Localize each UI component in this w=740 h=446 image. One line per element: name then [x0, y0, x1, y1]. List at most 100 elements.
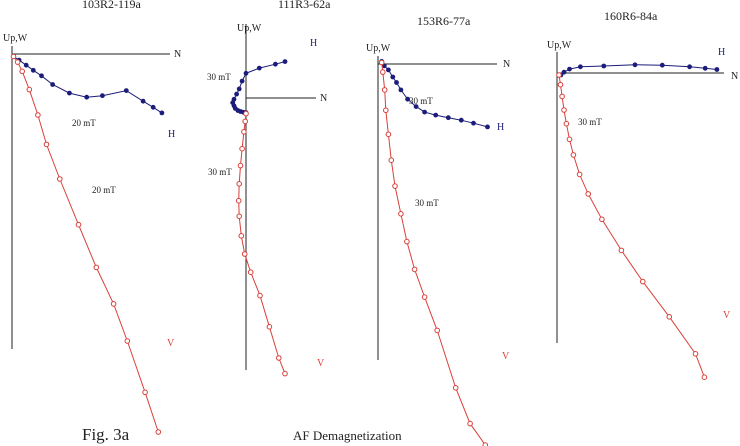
h-point: [256, 65, 262, 71]
up-w-label: Up,W: [547, 40, 572, 51]
figure-caption: Fig. 3a: [82, 425, 130, 444]
h-point: [433, 112, 439, 118]
h-point: [273, 61, 278, 67]
v-point: [243, 110, 249, 117]
step-annotation: 20 mT: [92, 185, 116, 195]
h-point: [714, 67, 720, 72]
h-point: [413, 104, 419, 109]
h-point: [50, 82, 55, 87]
v-point: [556, 72, 562, 78]
v-point: [557, 81, 564, 88]
step-annotation: 30 mT: [415, 198, 439, 208]
h-point: [23, 62, 29, 68]
v-point: [93, 264, 100, 271]
v-point: [404, 238, 410, 245]
step-annotation: 20 mT: [72, 118, 96, 128]
v-point: [282, 370, 288, 377]
h-point: [601, 63, 607, 69]
h-point: [30, 67, 36, 73]
h-point: [567, 66, 572, 72]
up-w-label: Up,W: [366, 43, 391, 54]
h-point: [398, 87, 404, 93]
h-point: [458, 117, 464, 123]
h-point: [659, 62, 665, 68]
h-series-label: H: [310, 38, 317, 49]
v-series-label: V: [723, 310, 731, 321]
v-point: [276, 355, 282, 361]
v-point: [599, 216, 605, 223]
v-point: [385, 131, 392, 138]
v-point: [666, 314, 673, 320]
h-point: [159, 110, 165, 116]
panel-title: 103R2-119a: [82, 0, 142, 11]
h-point: [236, 86, 242, 92]
h-point: [422, 109, 427, 115]
h-series-label: H: [168, 129, 175, 140]
up-w-label: Up,W: [237, 23, 262, 34]
v-point: [257, 292, 263, 299]
h-point: [100, 93, 105, 99]
v-point: [392, 183, 398, 189]
n-label: N: [320, 93, 327, 104]
v-point: [378, 59, 385, 66]
v-point: [585, 191, 592, 197]
step-annotation: 30 mT: [208, 167, 232, 177]
v-point: [43, 141, 50, 148]
v-point: [35, 112, 41, 118]
h-point: [561, 69, 567, 75]
v-point: [10, 53, 17, 60]
v-point: [561, 107, 567, 113]
v-series-label: V: [502, 351, 510, 362]
v-series-label: V: [167, 338, 175, 349]
horizontal-projection-line: [13, 56, 163, 114]
v-point: [247, 269, 254, 276]
v-point: [26, 86, 33, 93]
vertical-projection-line: [13, 56, 159, 433]
v-point: [576, 171, 583, 178]
h-point: [390, 74, 396, 80]
v-point: [692, 351, 699, 357]
v-point: [618, 247, 625, 254]
h-point: [84, 94, 90, 100]
h-point: [243, 70, 249, 76]
v-point: [381, 87, 388, 93]
h-series-label: H: [718, 47, 725, 58]
v-point: [701, 374, 708, 381]
h-point: [445, 115, 451, 121]
v-point: [383, 107, 389, 114]
h-point: [578, 64, 583, 70]
h-point: [67, 90, 72, 96]
h-point: [632, 62, 638, 68]
v-point: [640, 278, 646, 285]
panel-title: 160R6-84a: [604, 9, 658, 23]
v-series-label: V: [317, 358, 325, 369]
v-point: [14, 59, 21, 65]
h-point: [150, 104, 156, 110]
n-label: N: [174, 49, 181, 60]
h-point: [123, 88, 129, 93]
h-series-label: H: [497, 122, 504, 133]
h-point: [282, 59, 288, 64]
h-point: [687, 64, 692, 70]
v-point: [238, 233, 245, 239]
v-point: [110, 301, 117, 307]
v-point: [566, 136, 573, 143]
n-label: N: [731, 71, 738, 82]
panel-4: 160R6-84a Up,W N 30 mT H V: [547, 9, 738, 381]
v-point: [570, 152, 577, 158]
figure-subtitle: AF Demagnetization: [293, 428, 402, 443]
up-w-label: Up,W: [3, 33, 28, 44]
v-point: [421, 294, 428, 300]
h-point: [405, 96, 410, 102]
v-point: [237, 162, 244, 169]
v-point: [19, 68, 26, 75]
v-point: [482, 442, 489, 446]
v-point: [142, 389, 148, 396]
v-point: [239, 145, 245, 152]
v-point: [155, 429, 162, 435]
v-point: [434, 327, 441, 334]
h-point: [239, 78, 245, 84]
panel-title: 153R6-77a: [417, 14, 471, 28]
horizontal-projection-line: [560, 64, 717, 76]
